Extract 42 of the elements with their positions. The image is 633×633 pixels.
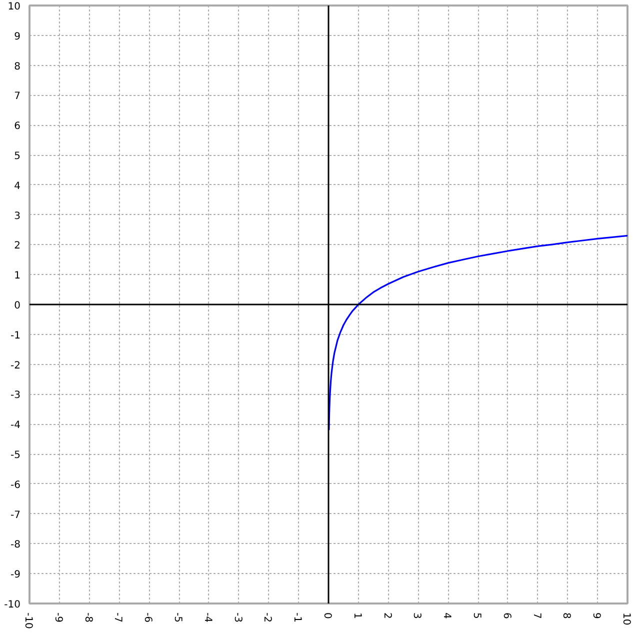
y-tick-label: -6	[10, 480, 21, 491]
y-tick-label: 1	[14, 270, 21, 282]
y-tick-label: -10	[4, 600, 21, 610]
y-tick-label: -5	[10, 450, 21, 461]
x-tick-label: 3	[411, 612, 422, 619]
y-tick-label: -4	[10, 420, 21, 432]
y-tick-label: 3	[14, 210, 21, 222]
y-tick-label: 2	[14, 240, 21, 252]
y-tick-label: -8	[10, 540, 21, 551]
x-tick-label: -8	[82, 612, 94, 622]
x-tick-label: -4	[202, 612, 213, 622]
x-tick-label: 1	[351, 612, 362, 619]
y-tick-label: 4	[14, 180, 21, 192]
x-tick-label: -2	[262, 612, 273, 622]
x-tick-label: -3	[232, 612, 243, 622]
x-tick-label: 4	[441, 612, 452, 619]
x-tick-label: -5	[172, 612, 183, 622]
y-tick-label: -2	[10, 360, 21, 372]
y-tick-label: 10	[8, 2, 21, 12]
y-tick-label: 9	[14, 31, 21, 42]
x-tick-label: 8	[560, 612, 572, 619]
y-tick-label: 0	[14, 300, 21, 312]
y-tick-label: 7	[14, 91, 21, 102]
line-series	[328, 234, 628, 431]
x-tick-label: 0	[322, 612, 332, 619]
x-tick-label: 7	[530, 612, 542, 619]
x-tick-label: 6	[500, 612, 512, 619]
y-tick-label: -1	[10, 330, 21, 342]
x-tick-label: 2	[381, 612, 392, 619]
x-tick-label: -1	[292, 612, 303, 622]
x-tick-label: -6	[142, 612, 154, 622]
x-tick-label: 10	[620, 612, 632, 626]
y-tick-label: -3	[10, 390, 21, 402]
x-tick-label: -7	[112, 612, 124, 622]
x-tick-label: -9	[52, 612, 64, 622]
y-tick-label: 8	[14, 61, 21, 72]
y-tick-label: -7	[10, 510, 21, 521]
y-tick-label: 5	[14, 151, 21, 162]
y-tick-label: -9	[10, 570, 21, 581]
x-tick-label: 9	[590, 612, 602, 619]
x-tick-label: 5	[471, 612, 482, 619]
y-tick-label: 6	[14, 121, 21, 132]
